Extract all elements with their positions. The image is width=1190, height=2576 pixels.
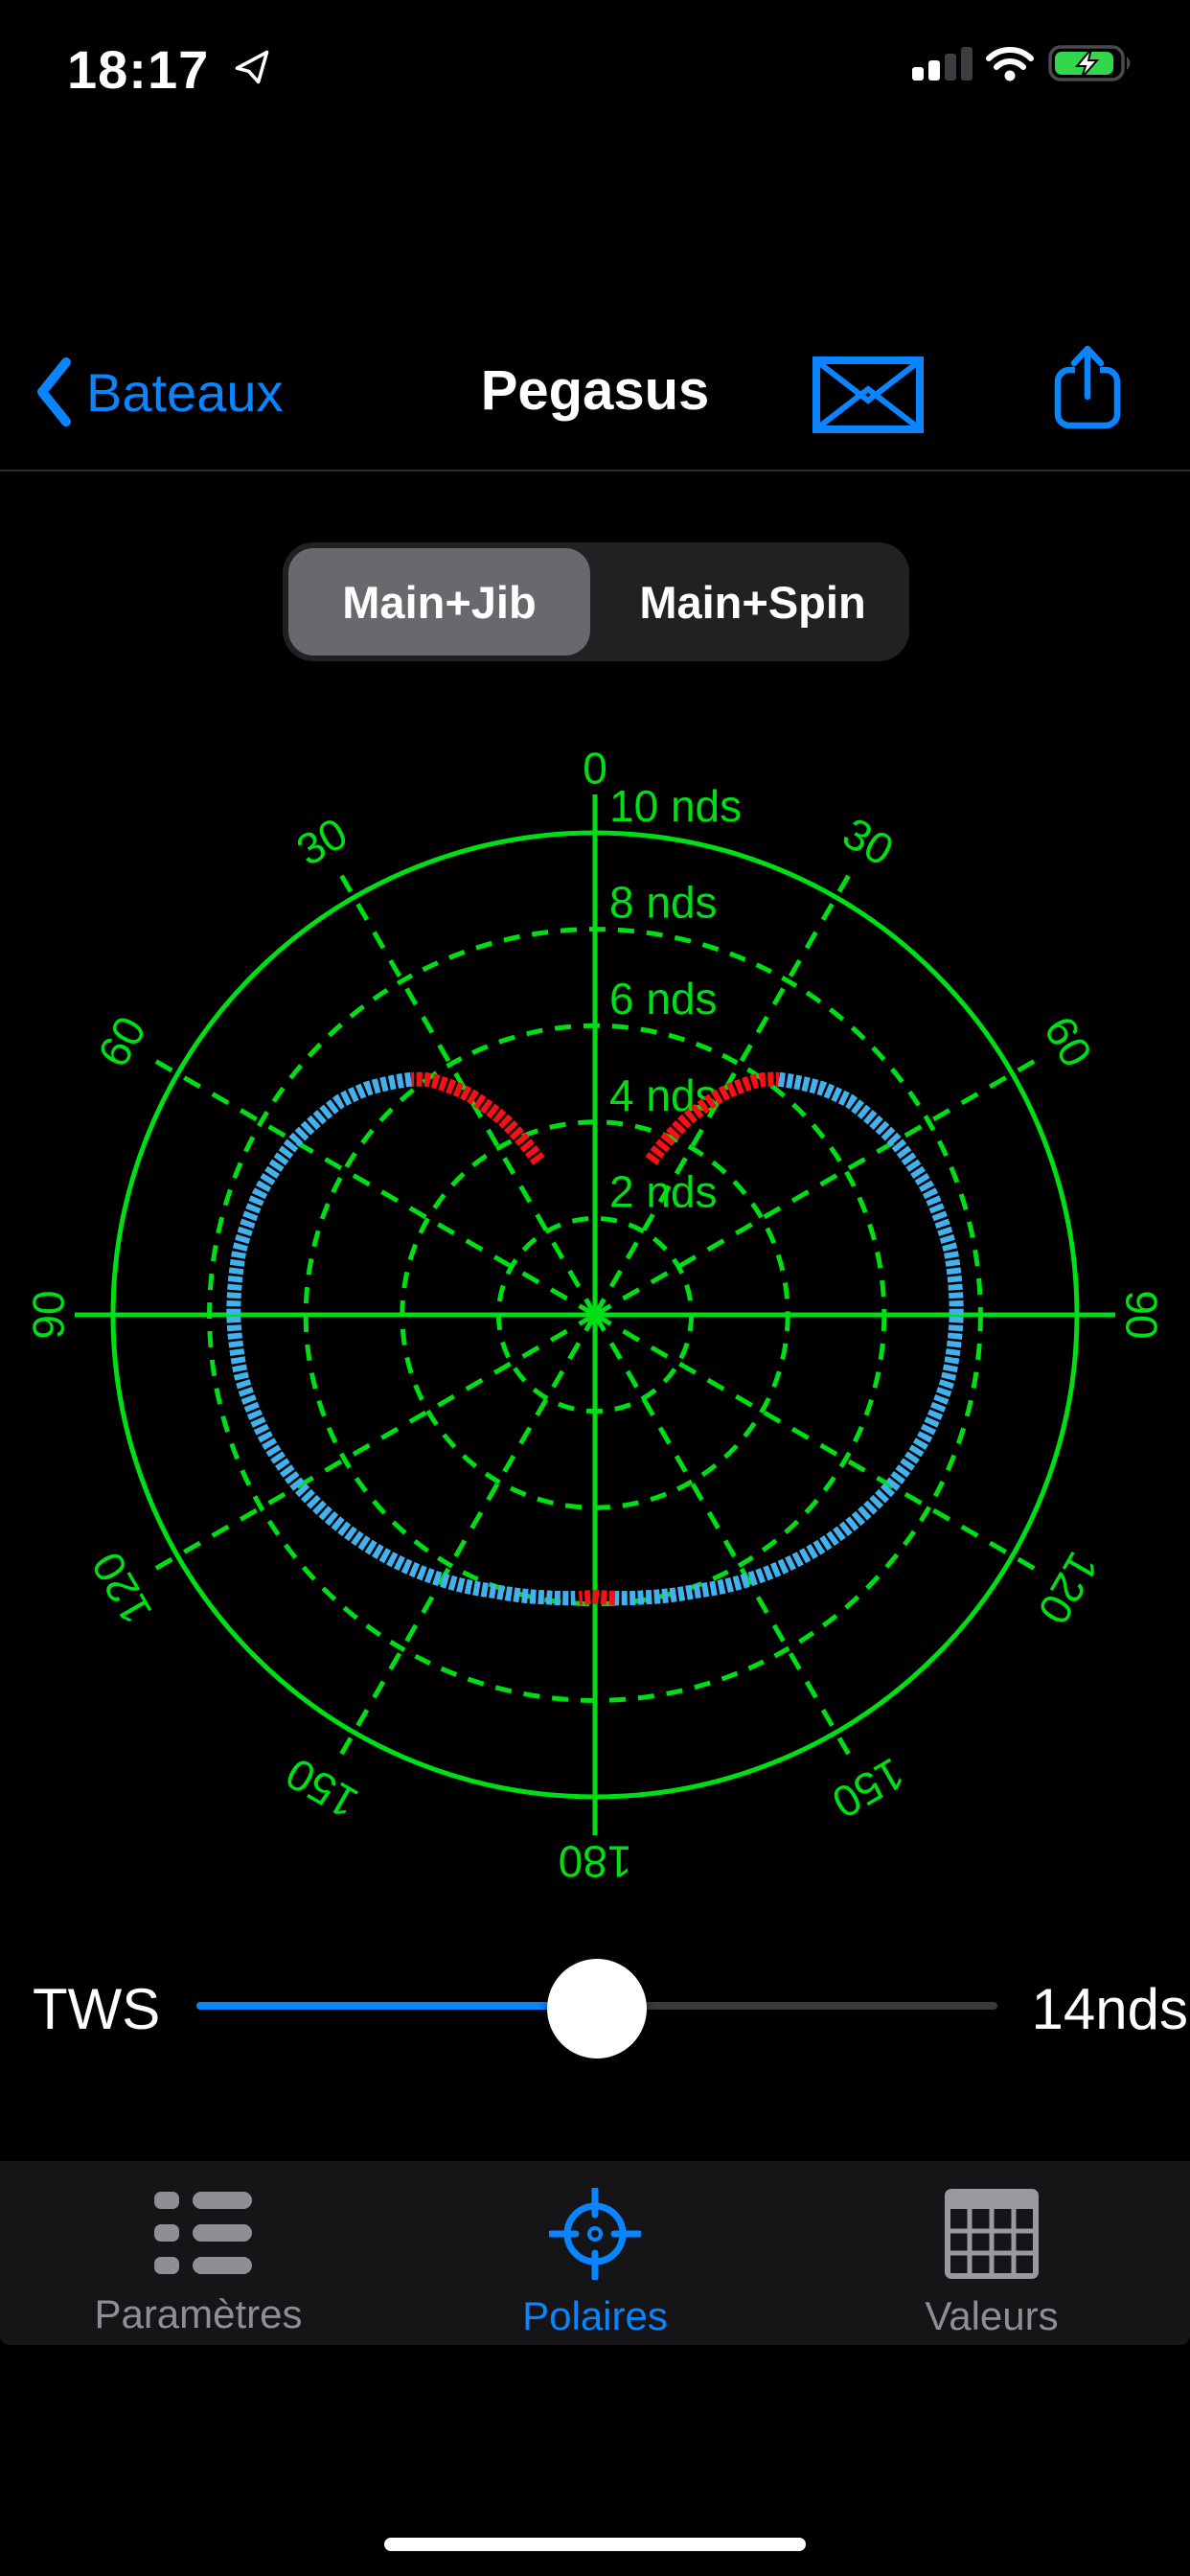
svg-text:60: 60 <box>1035 1008 1103 1075</box>
tws-label: TWS <box>33 1977 161 2041</box>
svg-text:60: 60 <box>88 1008 156 1075</box>
chevron-left-icon <box>37 357 71 426</box>
tab-polaires[interactable]: Polaires <box>397 2161 793 2345</box>
mail-icon[interactable] <box>812 356 924 433</box>
svg-text:0: 0 <box>583 744 607 794</box>
home-indicator[interactable] <box>384 2538 806 2551</box>
tws-value: 14nds <box>1031 1977 1188 2041</box>
svg-text:6 nds: 6 nds <box>609 974 718 1024</box>
svg-text:120: 120 <box>81 1544 161 1632</box>
svg-text:8 nds: 8 nds <box>609 878 718 928</box>
svg-text:30: 30 <box>288 808 355 876</box>
svg-text:10 nds: 10 nds <box>609 781 742 831</box>
page-title: Pegasus <box>480 359 710 422</box>
battery-charging-icon <box>1048 45 1131 81</box>
signal-strength-icon <box>912 46 973 80</box>
back-button[interactable]: Bateaux <box>34 356 284 427</box>
wifi-icon <box>986 47 1034 81</box>
svg-text:180: 180 <box>559 1836 632 1886</box>
table-icon <box>945 2189 1039 2279</box>
back-button-label: Bateaux <box>86 361 284 423</box>
svg-text:30: 30 <box>835 808 902 876</box>
tws-slider-fill <box>196 2002 597 2010</box>
svg-text:150: 150 <box>824 1748 912 1828</box>
tab-label: Polaires <box>522 2293 668 2338</box>
sail-mode-segmented-control: Main+Jib Main+Spin <box>283 542 909 661</box>
location-arrow-icon <box>235 50 269 84</box>
svg-text:150: 150 <box>278 1748 366 1828</box>
tws-slider-thumb[interactable] <box>547 1959 647 2058</box>
tab-label: Paramètres <box>94 2291 303 2336</box>
tab-valeurs[interactable]: Valeurs <box>793 2161 1190 2345</box>
tab-label: Valeurs <box>925 2293 1059 2338</box>
tab-parametres[interactable]: Paramètres <box>0 2161 397 2345</box>
list-icon <box>154 2192 252 2274</box>
segment-main-jib[interactable]: Main+Jib <box>288 548 590 656</box>
svg-text:2 nds: 2 nds <box>609 1166 718 1216</box>
share-icon[interactable] <box>1050 343 1125 433</box>
crosshair-icon <box>549 2188 641 2280</box>
navbar-separator <box>0 470 1190 472</box>
tab-bar: Paramètres Polaires Val <box>0 2161 1190 2345</box>
segment-main-spin[interactable]: Main+Spin <box>639 576 866 628</box>
status-time: 18:17 <box>67 39 210 100</box>
svg-text:120: 120 <box>1028 1544 1108 1632</box>
svg-text:90: 90 <box>1116 1290 1166 1339</box>
svg-text:90: 90 <box>24 1290 74 1339</box>
